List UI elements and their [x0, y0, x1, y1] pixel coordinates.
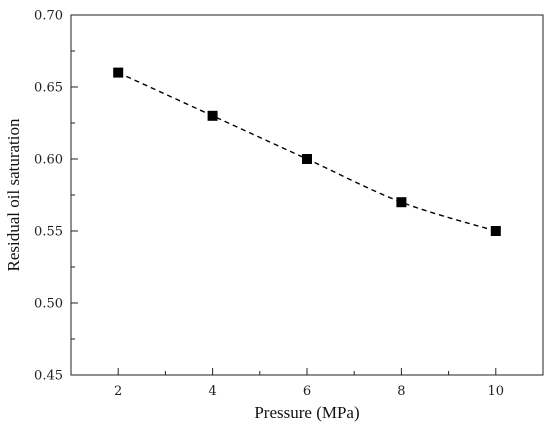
plot-frame: [70, 14, 544, 376]
x-tick-label: 2: [114, 384, 122, 399]
data-point: [490, 226, 501, 236]
data-point: [113, 67, 124, 78]
x-tick-label: 4: [208, 384, 216, 399]
y-tick-label: 0.50: [34, 297, 63, 312]
x-axis-title: Pressure (MPa): [254, 403, 359, 422]
data-point: [302, 154, 312, 164]
x-axis-ticks: 2 4 6 8 10: [114, 368, 504, 399]
y-tick-label: 0.65: [34, 81, 63, 96]
y-tick-label: 0.70: [34, 9, 63, 24]
x-tick-label: 6: [303, 384, 311, 399]
x-tick-label: 10: [488, 384, 505, 399]
y-axis-ticks: 0.45 0.50 0.55 0.60 0.65 0.70: [34, 9, 78, 384]
trend-line: [117, 71, 497, 232]
y-tick-label: 0.45: [34, 369, 63, 384]
x-tick-label: 8: [397, 384, 405, 399]
y-axis-title: Residual oil saturation: [4, 118, 23, 271]
y-tick-label: 0.55: [34, 225, 63, 240]
data-points: [113, 67, 501, 236]
y-tick-label: 0.60: [34, 153, 63, 168]
data-point: [207, 110, 218, 121]
data-point: [396, 197, 407, 208]
